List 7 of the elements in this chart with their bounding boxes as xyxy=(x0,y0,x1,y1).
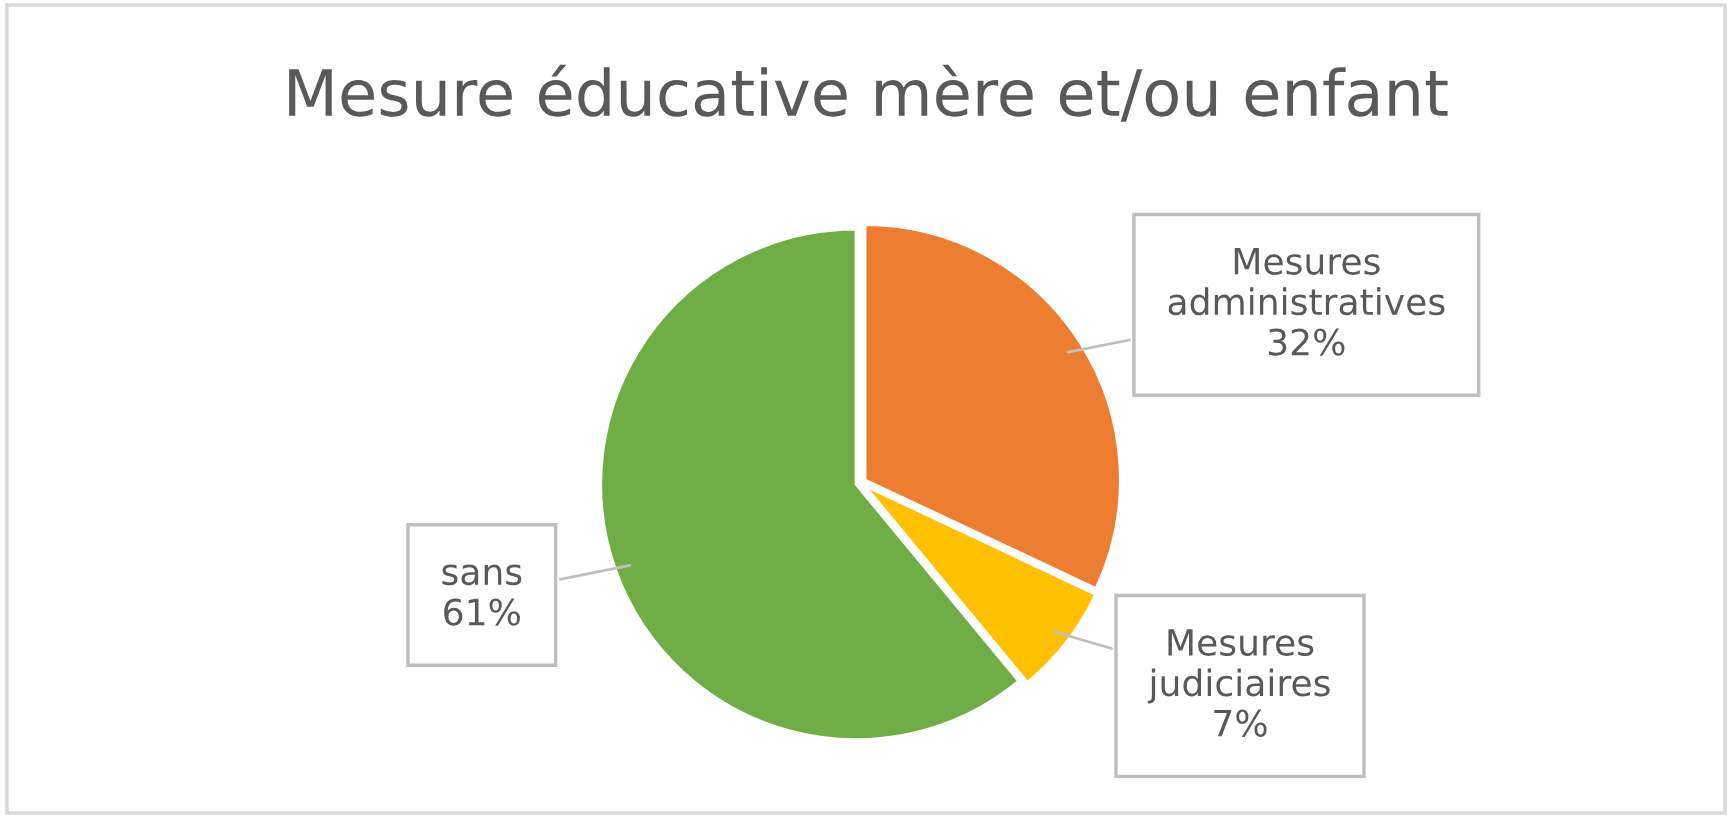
slice-label: Mesures administratives xyxy=(1168,248,1445,316)
data-label: 7% xyxy=(1214,709,1267,737)
slice-label: Mesures judiciaires xyxy=(1147,629,1330,704)
slice-label: sans xyxy=(442,564,522,586)
chart-title: Mesure éducative mère et/ou enfant xyxy=(289,64,1448,122)
data-label: 61% xyxy=(444,598,520,626)
data-label: 32% xyxy=(1268,328,1345,356)
